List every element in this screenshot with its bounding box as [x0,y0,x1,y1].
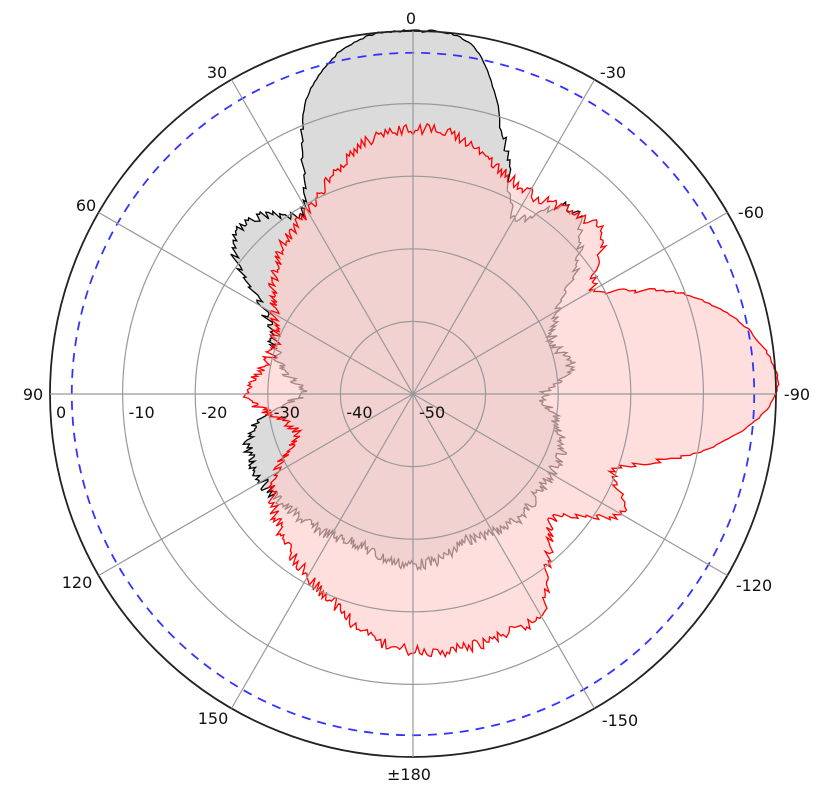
angle-label-neg30: -30 [600,63,626,82]
series-2-pattern [242,122,780,659]
grid-spoke [412,393,728,577]
radial-label: -20 [201,403,227,422]
angle-label-150: 150 [198,709,229,728]
angle-label-120: 120 [62,573,93,592]
angle-label-neg150: -150 [602,711,638,730]
angle-label-0: 0 [406,9,416,28]
grid-spoke [230,393,414,709]
angle-label-neg120: -120 [736,576,772,595]
radial-label: -30 [274,403,300,422]
grid-spoke [230,79,414,395]
angle-label-90: 90 [23,385,43,404]
angle-label-30: 30 [207,63,227,82]
radial-label: 0 [56,403,66,422]
grid-spoke [98,211,414,395]
angle-label-neg90: -90 [784,385,810,404]
grid-spoke [98,393,414,577]
angle-label-60: 60 [76,196,96,215]
angle-label-180: ±180 [387,765,431,784]
radial-label: -10 [129,403,155,422]
grid-spoke [412,211,728,395]
grid-spoke [412,79,596,395]
radial-label: -40 [346,403,372,422]
grid-spoke [412,393,596,709]
angle-label-neg60: -60 [738,203,764,222]
radial-label: -50 [419,403,445,422]
